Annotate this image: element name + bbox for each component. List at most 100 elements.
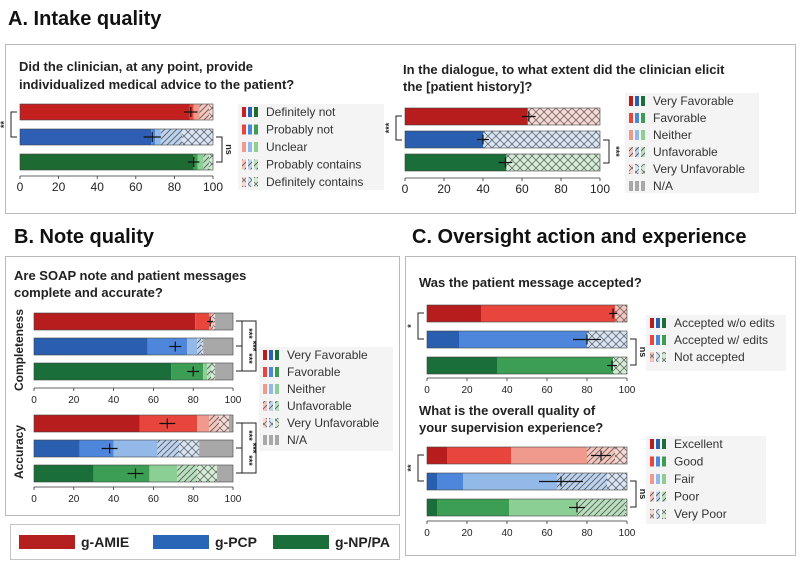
accepted-x-tick-label-2: 40	[501, 385, 513, 396]
soap-legend-swatch-2-pcp	[269, 384, 273, 394]
soap-legend-swatch-pattern-4-nppa	[275, 418, 279, 428]
model-legend: g-AMIE g-PCP g-NP/PA	[10, 524, 400, 560]
soap-completeness-bar-pcp-seg-2	[187, 338, 198, 355]
supervision-bar-nppa-pattern-3	[577, 499, 625, 516]
soap-accuracy-x-tick-label-4: 80	[188, 494, 200, 505]
history-legend-label-0: Very Favorable	[653, 94, 734, 108]
soap-accuracy-group-label: Accuracy	[12, 425, 26, 479]
accepted-legend-swatch-0-nppa	[662, 318, 666, 328]
accepted-legend-label-1: Accepted w/ edits	[674, 333, 768, 347]
soap-legend-swatch-0-nppa	[275, 350, 279, 360]
advice-sig-1-sig-label: ns	[224, 144, 234, 155]
advice-x-tick-label-1: 20	[52, 180, 66, 194]
advice-legend-swatch-pattern-4-pcp	[248, 177, 252, 187]
history-bar-nppa-pattern-4	[506, 154, 600, 171]
supervision-bar-amie-outline	[426, 446, 628, 465]
soap-accuracy-x-tick-label-2: 40	[108, 494, 120, 505]
supervision-bar-amie-seg-0	[427, 447, 447, 464]
model-label-pcp: g-PCP	[215, 534, 257, 550]
supervision-bar-pcp-seg-1	[437, 473, 463, 490]
history-legend-bg	[625, 93, 759, 193]
soap-accuracy-bar-pcp-pattern-4	[179, 440, 200, 457]
soap-accuracy-bar-nppa-outline	[33, 464, 234, 483]
supervision-bar-nppa-outline	[426, 498, 628, 517]
soap-accuracy-bar-pcp-seg-5	[199, 440, 233, 457]
history-x-tick-label-3: 60	[515, 182, 529, 196]
soap-legend-label-0: Very Favorable	[287, 348, 368, 362]
accepted-legend-bg	[646, 315, 786, 371]
advice-legend-label-1: Probably not	[266, 123, 334, 137]
supervision-legend-swatch-pattern-4-nppa	[662, 509, 666, 519]
soap-accuracy-bar-pcp-seg-1	[79, 440, 114, 457]
history-sig-1-bracket	[603, 139, 610, 164]
accepted-legend-swatch-pattern-2-pcp	[656, 352, 660, 362]
model-legend-item-amie: g-AMIE	[19, 534, 129, 550]
history-legend-label-1: Favorable	[653, 111, 707, 125]
model-swatch-pcp	[153, 535, 209, 549]
advice-x-tick-label-3: 60	[129, 180, 143, 194]
supervision-sig-1-sig-label: ns	[638, 489, 648, 500]
supervision-legend-label-0: Excellent	[674, 437, 723, 451]
accepted-bar-nppa-seg-0	[427, 357, 497, 374]
soap-completeness-bar-nppa-seg-5	[215, 363, 233, 380]
soap-completeness-bar-nppa-pattern-4	[211, 363, 216, 380]
supervision-title-line-1: your supervision experience?	[419, 420, 603, 435]
soap-completeness-bar-pcp-outline	[33, 337, 234, 356]
advice-bar-pcp-outline	[19, 128, 214, 146]
soap-legend-bg	[259, 347, 393, 451]
advice-sig-1-bracket	[216, 136, 223, 163]
soap-legend-label-5: N/A	[287, 433, 307, 447]
advice-bar-amie-pattern-4	[209, 104, 213, 120]
history-legend-label-3: Unfavorable	[653, 145, 718, 159]
advice-bar-nppa-seg-0	[20, 154, 194, 170]
soap-accuracy-sig-2-bracket	[236, 422, 257, 474]
advice-legend-swatch-pattern-4-amie	[242, 177, 246, 187]
supervision-bar-pcp-outline	[426, 472, 628, 491]
accepted-bar-pcp-outline	[426, 330, 628, 349]
supervision-bar-pcp-seg-0	[427, 473, 437, 490]
history-legend-swatch-pattern-3-nppa	[641, 147, 645, 157]
soap-accuracy-bar-nppa-seg-2	[149, 465, 178, 482]
advice-title-line-1: individualized medical advice to the pat…	[19, 77, 294, 92]
soap-completeness-bar-amie-outline	[33, 312, 234, 331]
soap-completeness-bar-amie-seg-0	[34, 313, 196, 330]
supervision-legend-swatch-pattern-3-nppa	[662, 491, 666, 502]
history-legend-swatch-0-amie	[629, 96, 633, 106]
history-legend-swatch-pattern-4-amie	[629, 164, 633, 174]
supervision-bar-nppa-seg-2	[509, 499, 577, 516]
advice-legend-swatch-pattern-3-nppa	[254, 159, 258, 170]
history-sig-0-sig-label: ***	[384, 122, 394, 133]
chart-supervision-quality: What is the overall quality of your super…	[406, 403, 766, 539]
soap-legend-label-1: Favorable	[287, 365, 341, 379]
history-x-tick-label-2: 40	[476, 182, 490, 196]
history-x-tick-label-5: 100	[590, 182, 610, 196]
advice-legend-swatch-pattern-4-nppa	[254, 177, 258, 187]
soap-legend-label-2: Neither	[287, 382, 326, 396]
soap-legend-swatch-1-pcp	[269, 367, 273, 377]
soap-completeness-sig-1-bracket	[236, 345, 243, 372]
supervision-legend-swatch-pattern-3-pcp	[656, 491, 660, 502]
advice-legend-swatch-1-pcp	[248, 124, 252, 135]
model-label-nppa: g-NP/PA	[335, 534, 390, 550]
soap-title-line-1: complete and accurate?	[14, 285, 163, 300]
supervision-bar-amie-seg-1	[447, 447, 511, 464]
supervision-legend-swatch-1-amie	[650, 456, 654, 467]
soap-legend-swatch-5-amie	[263, 435, 267, 445]
soap-accuracy-bar-amie-seg-5	[229, 415, 233, 432]
accepted-bar-pcp-seg-1	[459, 331, 587, 348]
model-label-amie: g-AMIE	[81, 534, 130, 550]
soap-accuracy-x-tick-label-0: 0	[31, 494, 37, 505]
soap-title-line-0: Are SOAP note and patient messages	[14, 268, 246, 283]
history-legend-swatch-5-nppa	[641, 181, 645, 191]
accepted-legend-swatch-pattern-2-nppa	[662, 352, 666, 362]
soap-completeness-sig-0-sig-label: ***	[244, 328, 254, 339]
soap-accuracy-bar-nppa-pattern-3	[177, 465, 198, 482]
history-sig-1-sig-label: ***	[611, 146, 621, 157]
soap-completeness-bar-pcp-seg-5	[203, 338, 233, 355]
history-legend-swatch-5-pcp	[635, 181, 639, 191]
soap-legend-swatch-pattern-3-pcp	[269, 401, 273, 411]
accepted-legend-label-2: Not accepted	[674, 350, 745, 364]
soap-completeness-bar-pcp-seg-0	[34, 338, 148, 355]
history-title-line-1: the [patient history]?	[403, 79, 532, 94]
accepted-legend-label-0: Accepted w/o edits	[674, 316, 775, 330]
